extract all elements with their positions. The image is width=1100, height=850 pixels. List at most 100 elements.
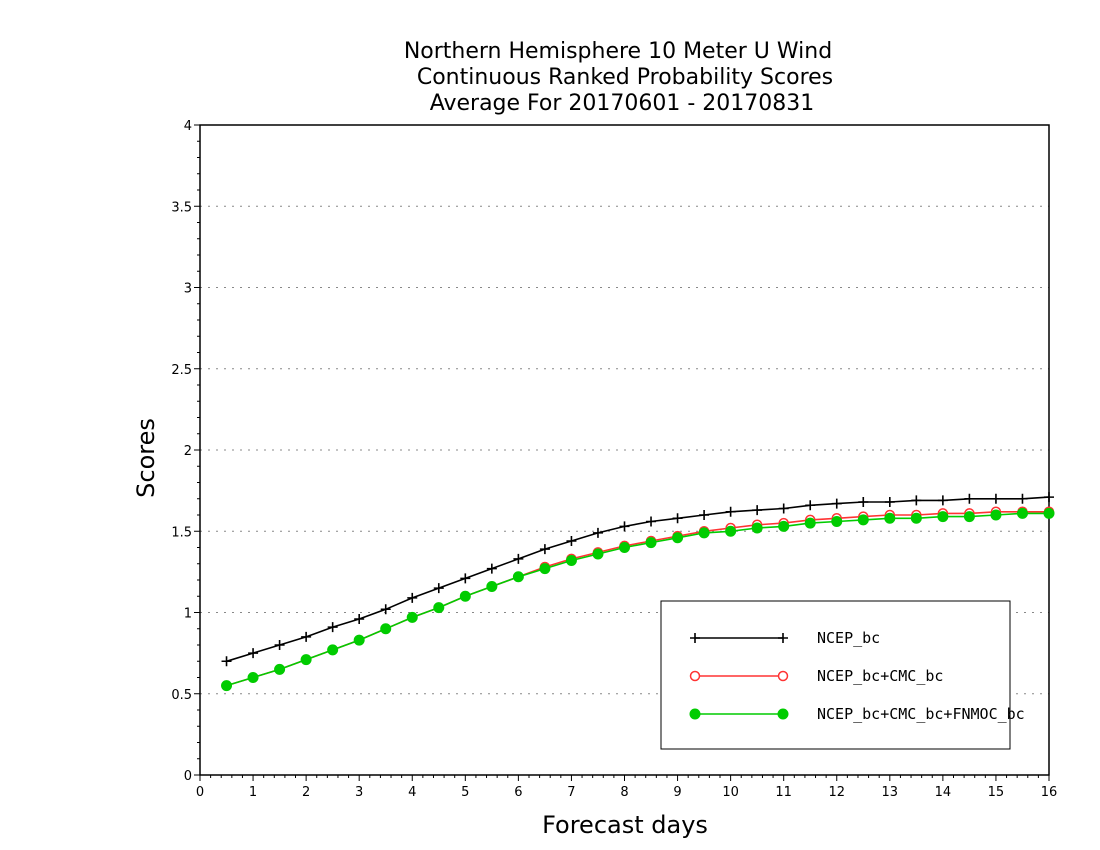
data-point [990, 509, 1002, 521]
data-point [804, 517, 816, 529]
series-lines [221, 492, 1055, 692]
data-point [619, 521, 630, 532]
data-point [486, 581, 498, 592]
x-tick-label: 3 [355, 785, 363, 800]
title-line-2: Continuous Ranked Probability Scores [417, 65, 833, 90]
y-tick-label: 1.5 [171, 525, 192, 540]
data-point [831, 498, 842, 509]
x-tick-label: 16 [1041, 785, 1058, 800]
legend-box [660, 600, 1011, 750]
x-tick-label: 1 [249, 785, 257, 800]
data-point [1017, 493, 1028, 504]
data-point [964, 493, 975, 504]
legend-marker [689, 670, 701, 682]
x-tick-label: 0 [196, 785, 204, 800]
data-point [274, 640, 285, 650]
data-point [672, 532, 684, 544]
series-0 [221, 492, 1054, 667]
chart-title: Northern Hemisphere 10 Meter U Wind Cont… [404, 39, 833, 116]
data-point [911, 495, 922, 506]
data-point [460, 573, 471, 584]
data-point [592, 527, 603, 538]
legend-marker [778, 633, 788, 643]
x-tick-label: 15 [988, 785, 1005, 800]
data-point [459, 590, 471, 602]
x-tick-label: 12 [828, 785, 845, 800]
y-axis-label: Scores [132, 418, 160, 498]
data-point [699, 510, 710, 520]
data-point [884, 497, 895, 507]
data-point [274, 663, 286, 675]
y-tick-label: 0 [184, 769, 192, 784]
legend-label: NCEP_bc+CMC_bc+FNMOC_bc [817, 705, 1025, 723]
data-point [1044, 492, 1054, 503]
data-point [752, 505, 763, 516]
data-point [433, 602, 445, 614]
legend-marker [777, 670, 789, 682]
data-point [857, 514, 869, 526]
data-point [512, 571, 524, 583]
data-point [354, 614, 365, 624]
data-point [221, 680, 233, 692]
data-point [619, 542, 630, 553]
y-tick-label: 3.5 [171, 200, 192, 215]
x-tick-label: 2 [302, 785, 310, 800]
legend: NCEP_bc NCEP_bc+CMC_bc NCEP_bc+CMC_bc+FNMO… [660, 600, 1025, 750]
y-tick-label: 2 [184, 444, 192, 459]
x-tick-label: 4 [408, 785, 416, 800]
data-point [327, 622, 338, 633]
data-point [963, 511, 975, 523]
data-point [300, 654, 312, 666]
data-point [884, 512, 896, 524]
data-point [805, 500, 816, 511]
data-point [645, 537, 657, 549]
legend-entry: NCEP_bc+CMC_bc+FNMOC_bc [689, 705, 1025, 723]
title-line-1: Northern Hemisphere 10 Meter U Wind [404, 39, 832, 64]
data-point [725, 525, 737, 537]
data-point [407, 592, 418, 603]
legend-label: NCEP_bc [817, 629, 880, 647]
data-point [858, 497, 869, 507]
data-point [380, 604, 391, 615]
x-tick-label: 5 [461, 785, 469, 800]
data-point [831, 516, 843, 527]
data-point [301, 631, 312, 642]
data-point [1043, 507, 1055, 519]
y-tick-label: 2.5 [171, 363, 192, 378]
data-point [646, 516, 657, 527]
data-point [751, 522, 763, 534]
x-tick-label: 7 [567, 785, 575, 800]
x-tick-label: 10 [722, 785, 739, 800]
data-point [539, 544, 550, 555]
data-point [486, 563, 497, 574]
y-tick-label: 1 [184, 607, 192, 622]
data-point [247, 672, 259, 683]
legend-marker [689, 708, 701, 720]
data-point [592, 548, 604, 560]
y-tick-label: 4 [184, 119, 192, 134]
data-point [406, 611, 418, 623]
data-point [353, 634, 365, 646]
legend-marker [777, 708, 789, 720]
x-tick-label: 13 [882, 785, 899, 800]
x-tick-label: 14 [935, 785, 952, 800]
data-point [910, 512, 922, 524]
data-point [698, 527, 710, 539]
data-point [539, 563, 551, 575]
data-point [937, 495, 948, 506]
x-tick-label: 9 [673, 785, 681, 800]
data-point [778, 503, 789, 514]
data-point [566, 536, 577, 546]
data-point [221, 656, 232, 667]
legend-marker [690, 633, 700, 643]
data-point [725, 506, 736, 517]
data-point [248, 648, 259, 659]
y-tick-label: 3 [184, 282, 192, 297]
data-point [433, 583, 444, 594]
y-tick-label: 0.5 [171, 688, 192, 703]
x-tick-label: 8 [620, 785, 628, 800]
data-point [565, 555, 577, 566]
legend-entry: NCEP_bc+CMC_bc [689, 667, 943, 685]
axes: 00.511.522.533.540 1 2 3 4 5 6 7 8 9 10 11 12 13 14 15 1… [171, 119, 1057, 800]
